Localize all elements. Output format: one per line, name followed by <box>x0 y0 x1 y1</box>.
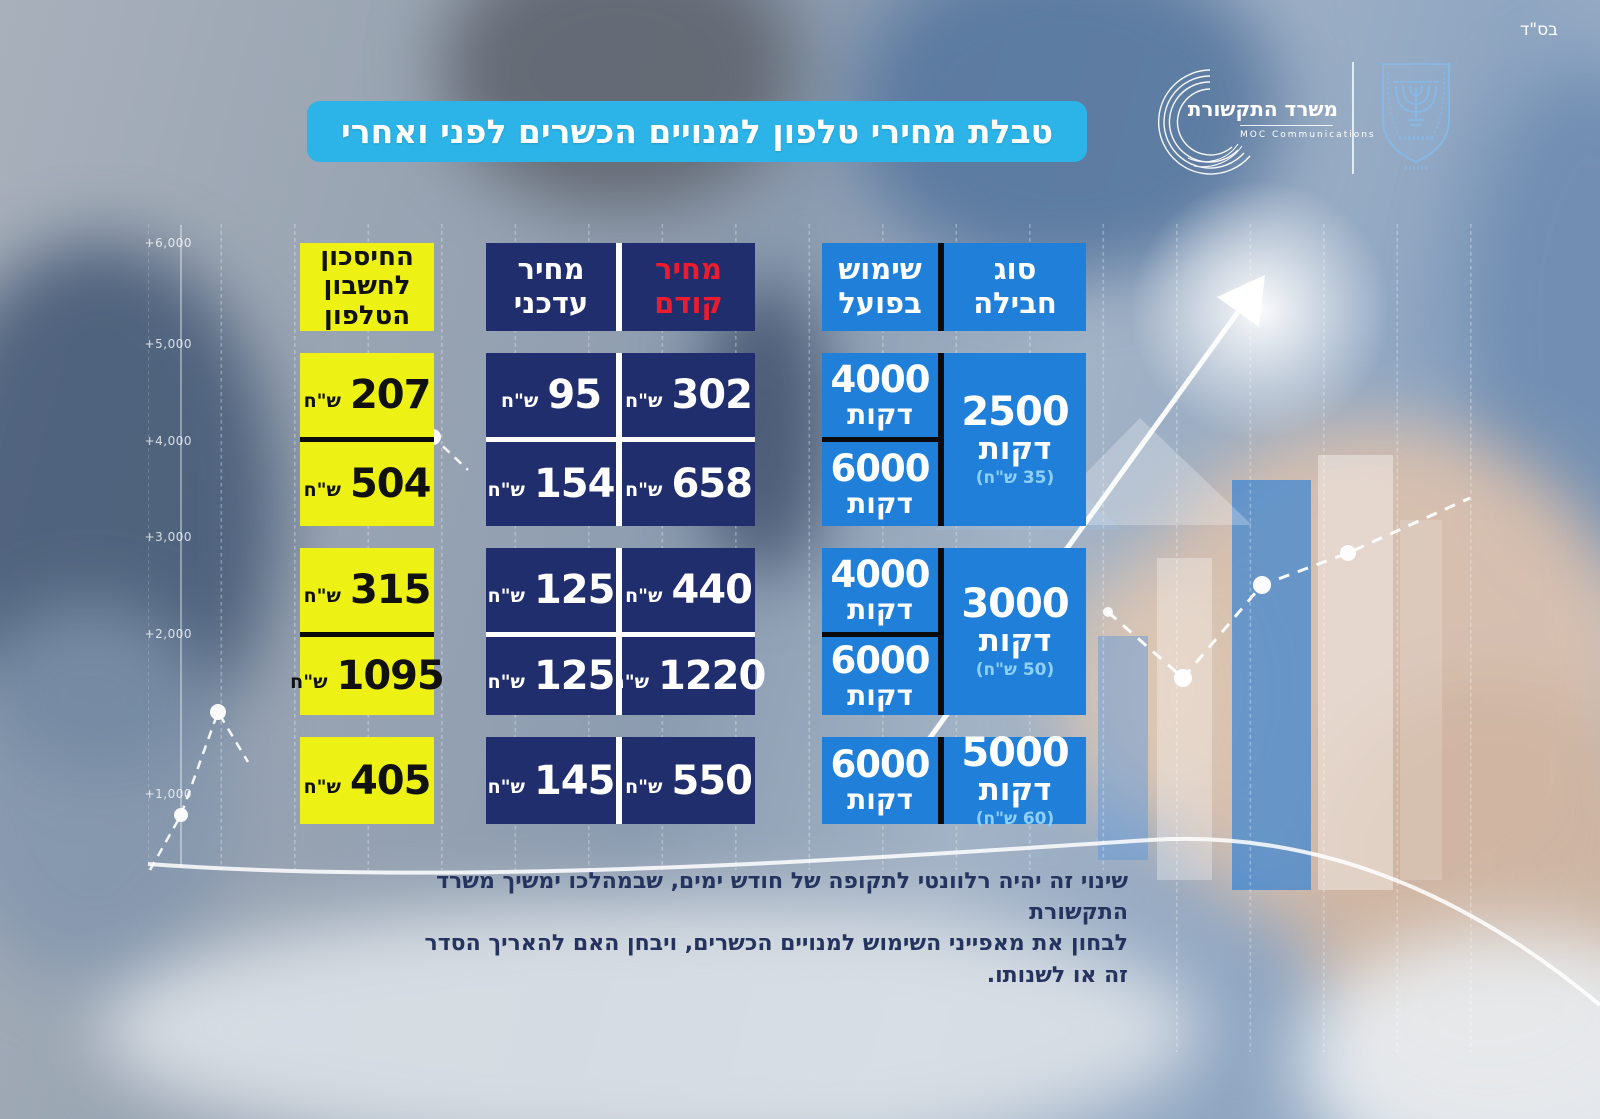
row-divider <box>300 437 434 442</box>
row-divider <box>822 437 938 442</box>
page-title: טבלת מחירי טלפון למנויים הכשרים לפני ואח… <box>307 101 1087 162</box>
savings-cell: 504 ש"ח <box>300 442 434 526</box>
old-price-cell: 658 ש"ח <box>622 442 755 526</box>
axis-label: +5,000 <box>144 337 192 351</box>
israel-state-emblem-icon <box>1382 63 1450 170</box>
moc-logo-icon <box>1157 69 1251 175</box>
footnote-line-1: שינוי זה יהיה רלוונטי לתקופה של חודש ימי… <box>436 869 1128 926</box>
axis-label: +6,000 <box>144 236 192 250</box>
old-price-cell: 302 ש"ח <box>622 353 755 437</box>
row-divider <box>300 632 434 637</box>
moc-logo-english-name: MOC Communications <box>1240 130 1376 140</box>
background-mountain-shape <box>1035 418 1252 525</box>
usage-cell: 6000 דקות <box>822 637 938 715</box>
old-price-cell: 550 ש"ח <box>622 737 755 824</box>
row-divider <box>486 632 755 637</box>
moc-logo-hebrew-name: משרד התקשורת <box>1187 97 1338 121</box>
dashed-trend-left <box>148 709 250 871</box>
footnote-line-2: לבחון את מאפייני השימוש למנויים הכשרים, … <box>424 931 1128 988</box>
column-divider <box>938 353 944 526</box>
usage-cell: 6000 דקות <box>822 737 938 824</box>
moc-logo-divider-line <box>1240 125 1333 126</box>
header-package-type: סוג חבילה <box>944 243 1086 331</box>
header-actual-usage: שימוש בפועל <box>822 243 938 331</box>
savings-cell: 405 ש"ח <box>300 737 434 824</box>
new-price-cell: 125 ש"ח <box>486 637 616 715</box>
column-divider <box>616 548 622 715</box>
savings-cell: 207 ש"ח <box>300 353 434 437</box>
usage-cell: 4000 דקות <box>822 353 938 437</box>
header-savings: החיסכון לחשבון הטלפון <box>300 242 434 331</box>
logos-divider <box>1352 62 1354 174</box>
usage-cell: 4000 דקות <box>822 548 938 632</box>
savings-cell: 315 ש"ח <box>300 548 434 632</box>
column-divider <box>938 548 944 715</box>
header-updated-price: מחיר עדכני <box>486 243 616 331</box>
column-divider <box>616 737 622 824</box>
column-divider <box>938 243 944 331</box>
new-price-cell: 125 ש"ח <box>486 548 616 632</box>
row-divider <box>486 437 755 442</box>
old-price-cell: 1220 ש"ח <box>612 637 766 715</box>
column-divider <box>938 737 944 824</box>
axis-label: +4,000 <box>144 434 192 448</box>
arrow-head-icon <box>1217 275 1265 327</box>
footnote: שינוי זה יהיה רלוונטי לתקופה של חודש ימי… <box>408 866 1128 991</box>
column-divider <box>616 243 622 331</box>
new-price-cell: 145 ש"ח <box>486 737 616 824</box>
package-cell-5000: 5000 דקות (60 ש"ח) <box>944 732 1086 828</box>
axis-label: +2,000 <box>144 627 192 641</box>
dotted-gridlines <box>1108 222 1488 1052</box>
axis-label: +3,000 <box>144 530 192 544</box>
baseline-curve <box>147 837 1600 1007</box>
new-price-cell: 154 ש"ח <box>486 442 616 526</box>
row-divider <box>822 632 938 637</box>
header-previous-price: מחיר קודם <box>622 243 755 331</box>
new-price-cell: 95 ש"ח <box>486 353 616 437</box>
savings-cell: 1095 ש"ח <box>290 637 445 715</box>
axis-label: +1,000 <box>144 787 192 801</box>
usage-cell: 6000 דקות <box>822 442 938 526</box>
old-price-cell: 440 ש"ח <box>622 548 755 632</box>
package-cell-3000: 3000 דקות (50 ש"ח) <box>944 548 1086 715</box>
bsd-label: בס"ד <box>1520 20 1558 40</box>
package-cell-2500: 2500 דקות (35 ש"ח) <box>944 353 1086 526</box>
